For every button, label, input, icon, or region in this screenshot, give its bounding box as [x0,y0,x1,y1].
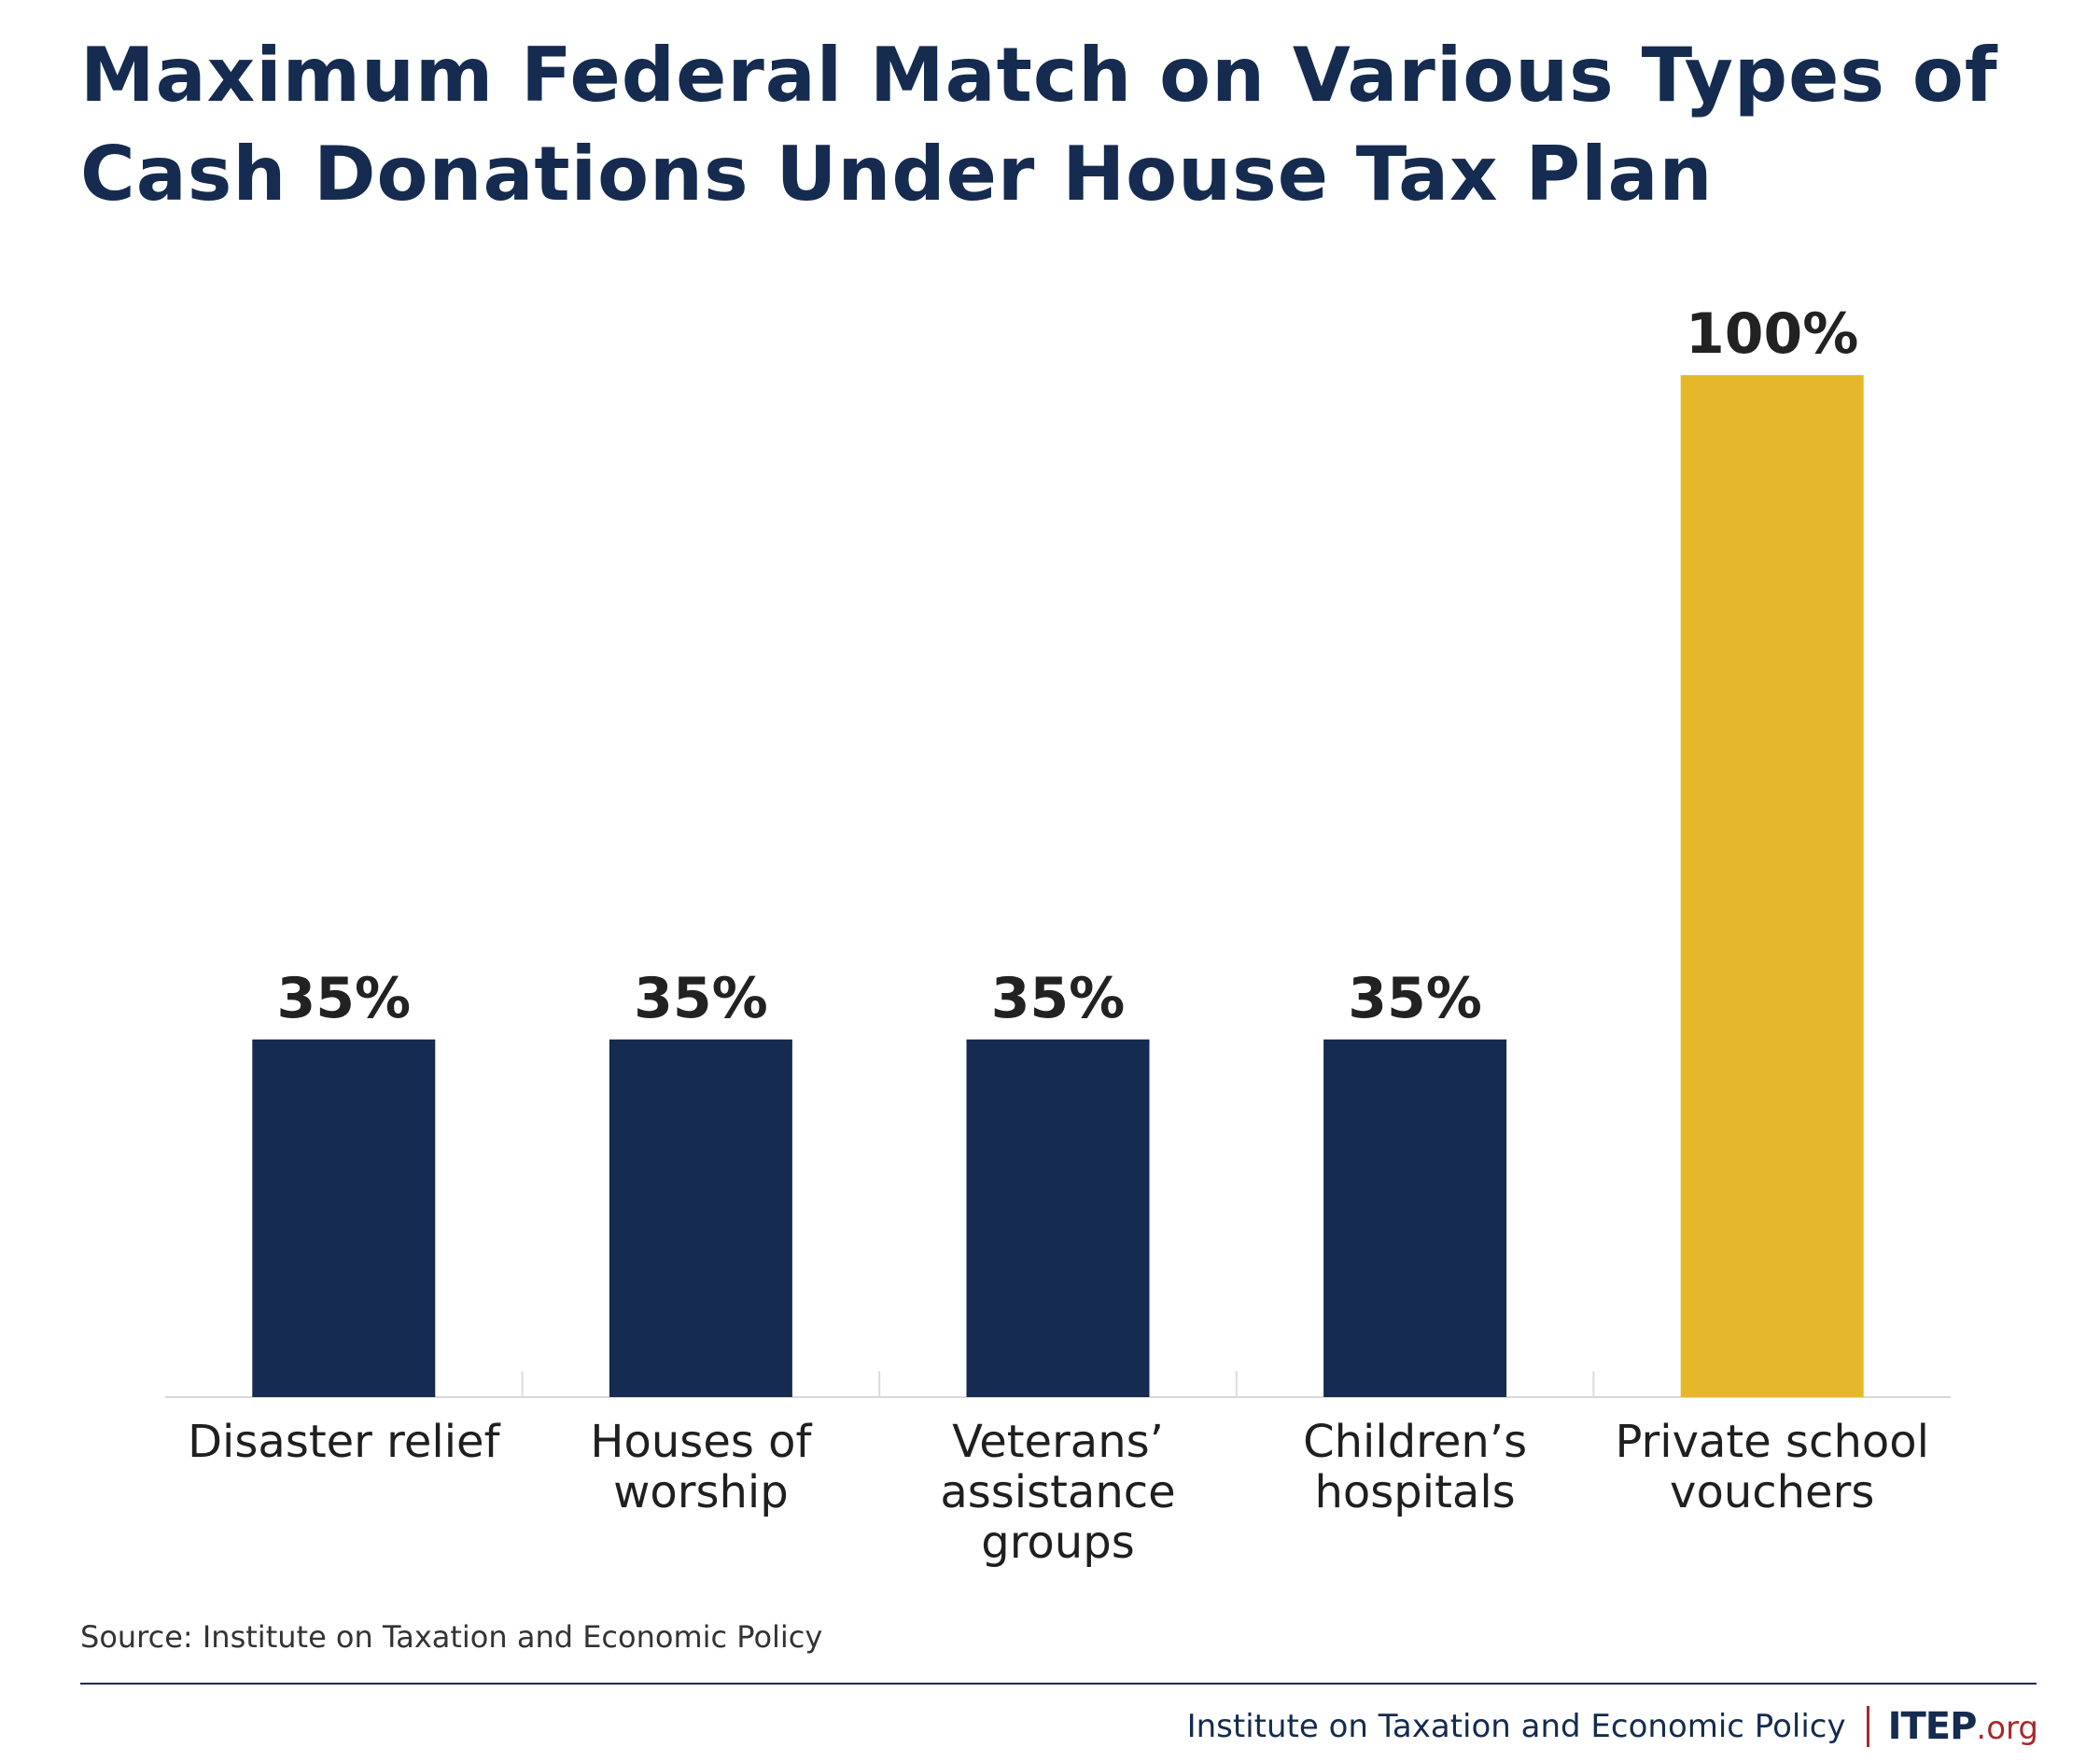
itep-logo[interactable]: ITEP.org [1888,1705,2038,1748]
data-label: 100% [1686,301,1858,367]
footer-separator [1866,1706,1869,1747]
category-label: Veterans’ assistance groups [940,1416,1175,1569]
footer: Institute on Taxation and Economic Polic… [1187,1699,2038,1755]
category-label: Houses of worship [590,1416,812,1518]
logo-main: ITEP [1887,1705,1978,1748]
data-label: 35% [1348,966,1482,1031]
bar[interactable] [966,1039,1150,1397]
bar[interactable] [1680,375,1864,1397]
category-label: Disaster relief [188,1416,500,1468]
chart-title: Maximum Federal Match on Various Types o… [80,32,1998,217]
data-label: 35% [276,966,411,1031]
footer-divider-line [80,1683,2037,1685]
logo-suffix: .org [1976,1710,2038,1747]
source-note: Source: Institute on Taxation and Econom… [80,1619,823,1655]
data-label: 35% [991,966,1126,1031]
bar[interactable] [609,1039,792,1397]
category-label: Private school vouchers [1615,1416,1929,1518]
bar[interactable] [252,1039,436,1397]
bar[interactable] [1323,1039,1507,1397]
category-label: Children’s hospitals [1303,1416,1527,1518]
footer-org-name: Institute on Taxation and Economic Polic… [1186,1708,1846,1745]
bar-chart: 35% Disaster relief 35% Houses of worship 35%… [165,301,1951,1569]
data-label: 35% [634,966,768,1031]
